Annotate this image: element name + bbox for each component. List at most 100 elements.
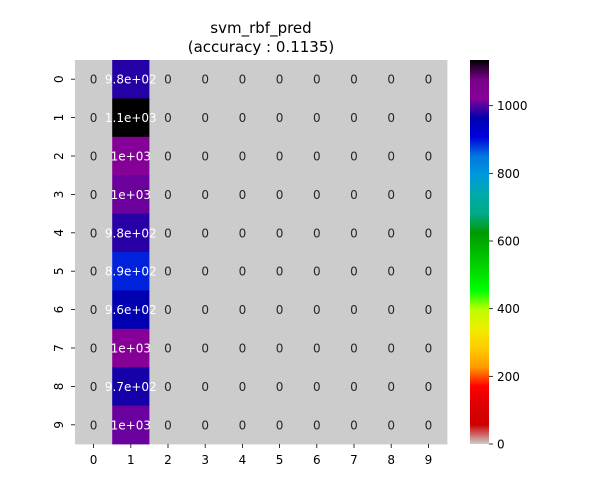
heatmap-cell bbox=[112, 290, 150, 330]
heatmap-cell bbox=[372, 290, 411, 330]
heatmap-cell bbox=[223, 175, 262, 214]
heatmap-cell bbox=[372, 367, 411, 406]
heatmap-cell bbox=[186, 405, 225, 445]
cell-label: 0 bbox=[239, 150, 247, 164]
cell-label: 0 bbox=[425, 188, 433, 202]
colorbar-tick-label: 200 bbox=[497, 370, 520, 384]
cell-label: 0 bbox=[425, 303, 433, 317]
x-tick-label: 2 bbox=[164, 453, 172, 467]
cell-label: 0 bbox=[239, 226, 247, 240]
heatmap-cell bbox=[409, 290, 448, 330]
heatmap-cell bbox=[149, 405, 187, 445]
heatmap-cell bbox=[186, 328, 225, 368]
heatmap-cell bbox=[149, 98, 187, 138]
cell-label: 0 bbox=[276, 226, 284, 240]
heatmap-cell bbox=[75, 367, 113, 406]
heatmap-cell bbox=[335, 60, 373, 99]
cell-label: 0 bbox=[276, 188, 284, 202]
x-tick-label: 8 bbox=[387, 453, 395, 467]
cell-label: 0 bbox=[425, 226, 433, 240]
cell-label: 0 bbox=[313, 418, 321, 432]
cell-label: 0 bbox=[276, 111, 284, 125]
heatmap-cell bbox=[372, 175, 411, 214]
y-tick-label: 0 bbox=[52, 75, 66, 83]
heatmap-cell bbox=[335, 98, 373, 138]
heatmap-cell bbox=[261, 252, 299, 291]
heatmap-cell bbox=[149, 136, 187, 176]
colorbar-tick-label: 400 bbox=[497, 302, 520, 316]
x-tick-label: 1 bbox=[127, 453, 135, 467]
heatmap-cell bbox=[223, 328, 262, 368]
cell-label: 0 bbox=[425, 418, 433, 432]
cell-label: 0 bbox=[164, 226, 172, 240]
cell-label: 0 bbox=[387, 342, 395, 356]
heatmap-cell bbox=[298, 405, 336, 445]
cell-label: 9.8e+02 bbox=[105, 73, 157, 87]
cell-label: 0 bbox=[350, 188, 358, 202]
cell-label: 0 bbox=[239, 380, 247, 394]
cell-label: 0 bbox=[350, 73, 358, 87]
heatmap-cell-labels: 0 9.8e+02 0 0 0 0 0 0 0 0 0 1.1e+03 0 0 0 0 0 0 0 0 0 1e+03 0 0… bbox=[90, 73, 432, 433]
heatmap-cell bbox=[335, 252, 373, 291]
heatmap-cell bbox=[223, 213, 262, 253]
cell-label: 0 bbox=[387, 111, 395, 125]
heatmap-cell bbox=[298, 98, 336, 138]
cell-label: 0 bbox=[164, 150, 172, 164]
cell-label: 0 bbox=[313, 150, 321, 164]
cell-label: 0 bbox=[276, 73, 284, 87]
heatmap-cell bbox=[335, 213, 373, 253]
cell-label: 0 bbox=[90, 226, 98, 240]
heatmap-cell bbox=[261, 367, 299, 406]
heatmap-cell bbox=[335, 175, 373, 214]
cell-label: 0 bbox=[387, 188, 395, 202]
colorbar-tick-label: 1000 bbox=[497, 99, 528, 113]
cell-label: 0 bbox=[90, 303, 98, 317]
heatmap-cell bbox=[112, 213, 150, 253]
heatmap-cell bbox=[75, 405, 113, 445]
cell-label: 0 bbox=[90, 188, 98, 202]
cell-label: 0 bbox=[90, 150, 98, 164]
chart-title: svm_rbf_pred bbox=[210, 19, 311, 38]
colorbar-gradient bbox=[470, 60, 489, 444]
cell-label: 0 bbox=[276, 150, 284, 164]
heatmap-cell bbox=[186, 367, 225, 406]
cell-label: 0 bbox=[201, 188, 209, 202]
heatmap-cell bbox=[298, 252, 336, 291]
chart-subtitle: (accuracy : 0.1135) bbox=[188, 38, 334, 56]
cell-label: 8.9e+02 bbox=[105, 265, 157, 279]
heatmap-cell bbox=[372, 328, 411, 368]
cell-label: 0 bbox=[387, 226, 395, 240]
cell-label: 0 bbox=[350, 303, 358, 317]
cell-label: 0 bbox=[239, 73, 247, 87]
heatmap-cell bbox=[149, 252, 187, 291]
cell-label: 0 bbox=[313, 73, 321, 87]
y-axis: 0 1 2 3 4 5 6 7 8 9 bbox=[52, 75, 75, 429]
cell-label: 0 bbox=[313, 188, 321, 202]
heatmap-cell bbox=[112, 252, 150, 291]
cell-label: 1e+03 bbox=[111, 342, 151, 356]
heatmap-cell bbox=[372, 98, 411, 138]
heatmap-cell bbox=[75, 213, 113, 253]
x-tick-label: 5 bbox=[276, 453, 284, 467]
cell-label: 9.8e+02 bbox=[105, 226, 157, 240]
cell-label: 1e+03 bbox=[111, 418, 151, 432]
cell-label: 1.1e+03 bbox=[105, 111, 157, 125]
cell-label: 1e+03 bbox=[111, 188, 151, 202]
cell-label: 0 bbox=[313, 111, 321, 125]
heatmap-cell bbox=[75, 136, 113, 176]
heatmap-cell bbox=[261, 98, 299, 138]
cell-label: 0 bbox=[387, 73, 395, 87]
heatmap-cell bbox=[149, 290, 187, 330]
heatmap-cell bbox=[298, 328, 336, 368]
heatmap-cell bbox=[335, 328, 373, 368]
cell-label: 0 bbox=[387, 265, 395, 279]
x-tick-label: 0 bbox=[90, 453, 98, 467]
cell-label: 0 bbox=[350, 418, 358, 432]
heatmap-cell bbox=[335, 405, 373, 445]
cell-label: 0 bbox=[425, 265, 433, 279]
heatmap-cell bbox=[298, 213, 336, 253]
heatmap-cell bbox=[335, 367, 373, 406]
heatmap-cell bbox=[75, 290, 113, 330]
heatmap-cell bbox=[75, 175, 113, 214]
heatmap-cell bbox=[75, 98, 113, 138]
